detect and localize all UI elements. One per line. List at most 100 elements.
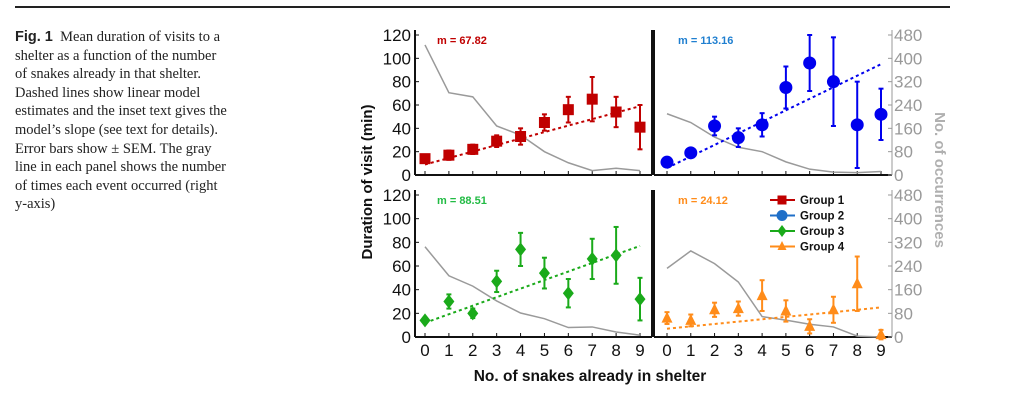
y-tick-label: 80 [392,73,411,92]
x-axis-label: No. of snakes already in shelter [474,368,707,385]
data-point-diamond [562,286,574,301]
data-point-diamond [610,248,622,263]
data-point-square [634,121,646,133]
x-tick-label: 7 [587,341,596,360]
x-tick-label: 9 [876,341,885,360]
x-tick-label: 2 [710,341,719,360]
data-point-square [515,131,527,142]
y2-tick-label: 320 [894,73,922,92]
slope-label: m = 113.16 [678,35,733,47]
occurrences-line [424,44,641,172]
y-tick-label: 80 [392,233,411,252]
legend-marker-circle [776,210,788,221]
y-tick-label: 0 [402,328,411,347]
y2-tick-label: 160 [894,281,922,300]
x-tick-label: 1 [686,341,695,360]
data-point-square [491,135,503,147]
x-tick-label: 3 [734,341,743,360]
data-point-circle [731,131,745,145]
panel-1: 0 20 40 60 80 100 120 m = 67.82 [383,26,653,185]
data-point-square [419,153,431,165]
data-point-triangle [756,289,768,301]
x-tick-label: 0 [662,341,671,360]
y2-tick-label: 320 [894,233,922,252]
y2-tick-label: 400 [894,49,922,68]
legend-marker-diamond [777,225,787,237]
data-point-triangle [732,302,744,314]
y-tick-label: 100 [383,210,411,229]
y-tick-label: 40 [392,281,411,300]
y2-axis-label: No. of occurrences [931,112,948,248]
x-tick-label: 6 [564,341,573,360]
y-tick-label: 120 [383,186,411,205]
slope-label: m = 67.82 [437,35,487,47]
data-point-triangle [780,304,792,316]
data-point-diamond [538,266,550,281]
x-tick-label: 1 [444,341,453,360]
trend-line [666,63,882,169]
y-tick-label: 60 [392,257,411,276]
data-point-circle [779,81,793,94]
occurrences-line [666,113,882,174]
figure-caption: Fig. 1 Mean duration of visits to a shel… [15,28,230,214]
x-tick-label: 8 [852,341,861,360]
x-tick-label: 5 [540,341,549,360]
x-tick-label: 5 [781,341,790,360]
data-point-circle [803,56,817,70]
y2-tick-label: 160 [894,119,922,138]
x-tick-label: 4 [516,341,525,360]
data-point-diamond [491,274,503,289]
y2-tick-label: 80 [894,304,913,323]
data-point-diamond [443,294,455,309]
data-point-diamond [634,292,646,307]
y2-tick-label: 0 [894,328,903,347]
page-header-rule [15,6,950,8]
data-point-triangle [709,303,721,315]
data-point-square [467,143,479,155]
data-point-triangle [685,313,697,325]
figure-label: Fig. 1 [15,29,53,45]
x-tick-label: 4 [757,341,766,360]
data-point-square [538,117,550,128]
trend-line [424,244,641,324]
x-tick-label: 9 [635,341,644,360]
legend-marker-triangle [777,241,787,250]
x-tick-label: 6 [805,341,814,360]
y2-tick-label: 400 [894,210,922,229]
y-axis-label: Duration of visit (min) [359,105,376,260]
y-tick-label: 20 [392,304,411,323]
occurrences-line [424,246,641,336]
y-tick-label: 60 [392,96,411,115]
data-point-circle [684,146,698,160]
data-point-circle [850,118,864,132]
legend-label: Group 1 [800,195,845,207]
data-point-circle [755,118,769,132]
data-point-triangle [661,311,673,323]
y-tick-label: 0 [402,166,411,185]
data-point-triangle [804,319,816,331]
x-tick-label: 8 [611,341,620,360]
data-point-diamond [467,306,479,321]
legend-marker-square [777,195,787,205]
data-point-triangle [851,277,863,289]
data-point-circle [660,155,674,169]
legend-label: Group 3 [800,226,844,238]
legend-label: Group 4 [800,242,845,254]
panel-2: 0 80 160 240 320 400 480 m = 113.16 [653,26,922,185]
data-point-circle [874,107,888,121]
y-tick-label: 20 [392,143,411,162]
y-tick-label: 120 [383,26,411,45]
data-point-square [586,93,598,105]
y2-tick-label: 240 [894,96,922,115]
x-tick-label: 2 [468,341,477,360]
data-point-circle [826,75,840,89]
y2-tick-label: 480 [894,26,922,45]
data-point-square [610,106,622,118]
data-point-diamond [586,251,598,266]
x-tick-label: 3 [492,341,501,360]
slope-label: m = 24.12 [678,195,728,207]
y2-tick-label: 240 [894,257,922,276]
